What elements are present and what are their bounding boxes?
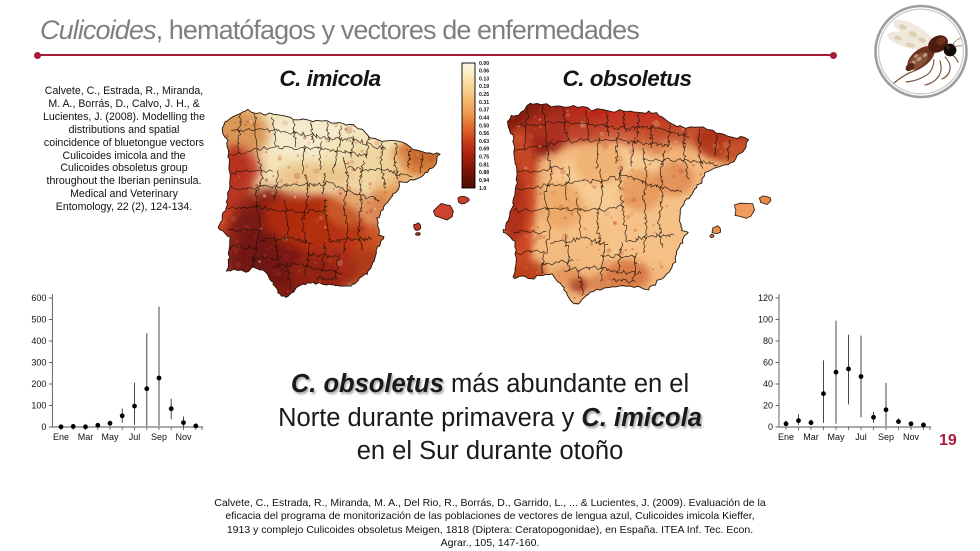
svg-text:0.06: 0.06 bbox=[479, 69, 489, 75]
svg-text:Mar: Mar bbox=[78, 432, 94, 442]
svg-text:0.25: 0.25 bbox=[479, 92, 489, 98]
svg-text:100: 100 bbox=[31, 401, 46, 411]
svg-text:0.81: 0.81 bbox=[479, 162, 489, 168]
svg-text:0.63: 0.63 bbox=[479, 139, 489, 145]
svg-text:Sep: Sep bbox=[878, 432, 894, 442]
svg-text:0.44: 0.44 bbox=[479, 116, 489, 122]
svg-text:Ene: Ene bbox=[53, 432, 69, 442]
svg-text:300: 300 bbox=[31, 358, 46, 368]
svg-text:Jul: Jul bbox=[855, 432, 867, 442]
svg-text:Sep: Sep bbox=[151, 432, 167, 442]
svg-text:0.19: 0.19 bbox=[479, 84, 489, 90]
svg-text:120: 120 bbox=[758, 293, 773, 303]
svg-text:Nov: Nov bbox=[903, 432, 920, 442]
svg-text:May: May bbox=[101, 432, 119, 442]
svg-text:100: 100 bbox=[758, 315, 773, 325]
svg-text:600: 600 bbox=[31, 293, 46, 303]
svg-text:0.31: 0.31 bbox=[479, 100, 489, 106]
svg-text:500: 500 bbox=[31, 315, 46, 325]
svg-text:20: 20 bbox=[763, 401, 773, 411]
svg-text:400: 400 bbox=[31, 336, 46, 346]
svg-text:0.94: 0.94 bbox=[479, 178, 489, 184]
svg-text:May: May bbox=[827, 432, 845, 442]
svg-text:80: 80 bbox=[763, 336, 773, 346]
svg-text:0.13: 0.13 bbox=[479, 76, 489, 82]
svg-text:Jul: Jul bbox=[129, 432, 141, 442]
svg-text:0.50: 0.50 bbox=[479, 123, 489, 129]
svg-text:0.69: 0.69 bbox=[479, 147, 489, 153]
svg-text:0: 0 bbox=[41, 422, 46, 432]
svg-text:0.00: 0.00 bbox=[479, 61, 489, 67]
svg-text:0.88: 0.88 bbox=[479, 170, 489, 176]
svg-text:Mar: Mar bbox=[803, 432, 819, 442]
svg-text:Nov: Nov bbox=[175, 432, 192, 442]
svg-text:60: 60 bbox=[763, 358, 773, 368]
svg-text:0.75: 0.75 bbox=[479, 155, 489, 161]
svg-text:Ene: Ene bbox=[778, 432, 794, 442]
svg-text:0: 0 bbox=[768, 422, 773, 432]
svg-text:200: 200 bbox=[31, 379, 46, 389]
svg-text:0.37: 0.37 bbox=[479, 108, 489, 114]
svg-text:1.0: 1.0 bbox=[479, 186, 486, 192]
svg-text:0.56: 0.56 bbox=[479, 131, 489, 137]
svg-text:40: 40 bbox=[763, 379, 773, 389]
